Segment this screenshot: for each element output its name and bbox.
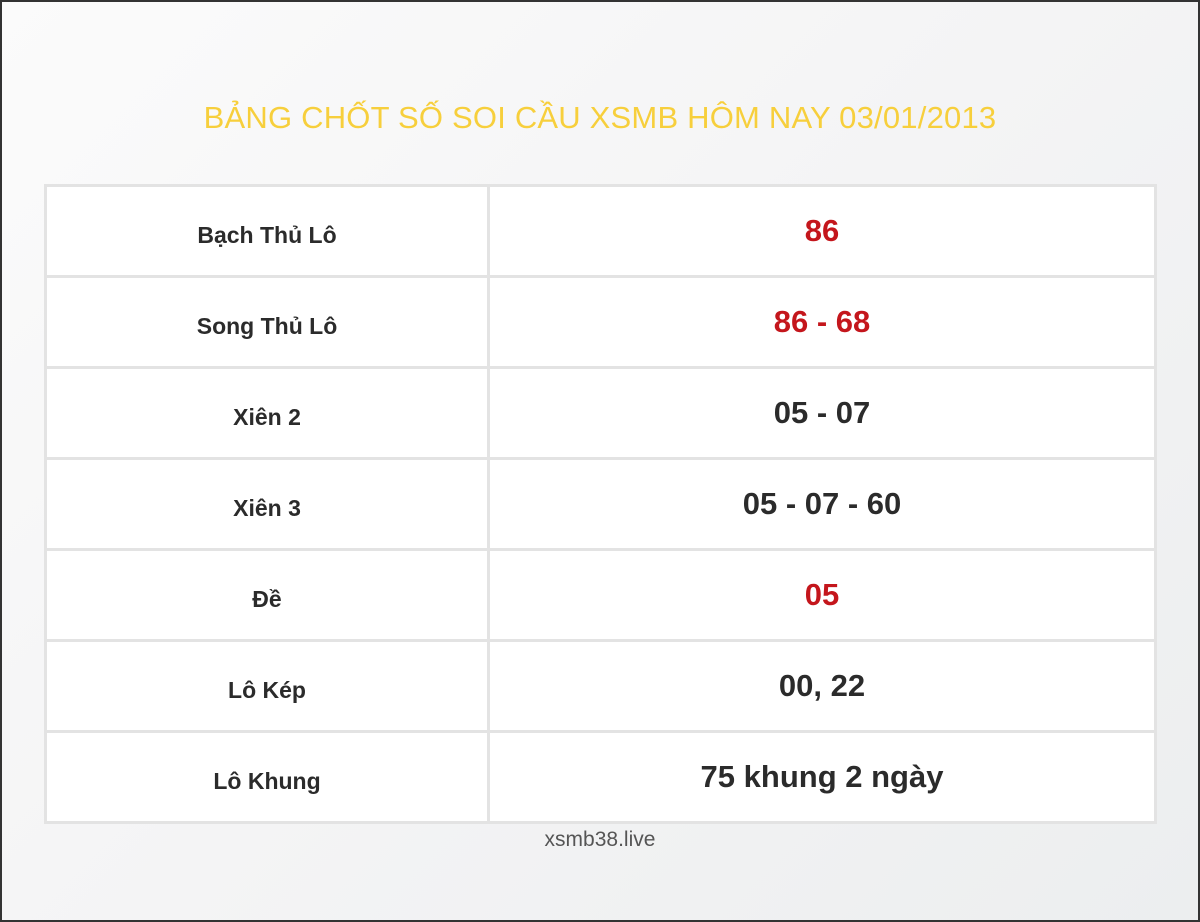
- row-label: Bạch Thủ Lô: [44, 184, 490, 278]
- row-label: Lô Khung: [44, 730, 490, 824]
- row-value: 05 - 07 - 60: [487, 457, 1157, 551]
- table-row: Đề 05: [44, 548, 1157, 642]
- row-label: Xiên 2: [44, 366, 490, 460]
- row-value: 00, 22: [487, 639, 1157, 733]
- row-label: Đề: [44, 548, 490, 642]
- row-value: 86 - 68: [487, 275, 1157, 369]
- site-footer: xsmb38.live: [544, 828, 656, 851]
- row-value: 75 khung 2 ngày: [487, 730, 1157, 824]
- table-row: Lô Khung 75 khung 2 ngày: [44, 730, 1157, 824]
- row-value: 05 - 07: [487, 366, 1157, 460]
- table-row: Lô Kép 00, 22: [44, 639, 1157, 733]
- row-label: Lô Kép: [44, 639, 490, 733]
- table-row: Bạch Thủ Lô 86: [44, 184, 1157, 278]
- table-row: Xiên 3 05 - 07 - 60: [44, 457, 1157, 551]
- table-row: Song Thủ Lô 86 - 68: [44, 275, 1157, 369]
- row-value: 86: [487, 184, 1157, 278]
- row-label: Xiên 3: [44, 457, 490, 551]
- prediction-table: Bạch Thủ Lô 86 Song Thủ Lô 86 - 68 Xiên 2 05 …: [44, 184, 1157, 824]
- row-value: 05: [487, 548, 1157, 642]
- row-label: Song Thủ Lô: [44, 275, 490, 369]
- page-title: BẢNG CHỐT SỐ SOI CẦU XSMB HÔM NAY 03/01/…: [203, 100, 997, 135]
- table-row: Xiên 2 05 - 07: [44, 366, 1157, 460]
